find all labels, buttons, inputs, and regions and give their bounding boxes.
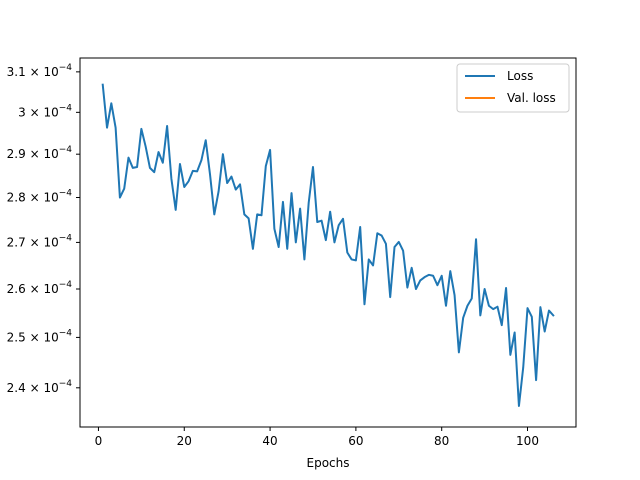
y-tick-label: 3.1 × 10−4 <box>7 63 73 79</box>
x-tick-label: 60 <box>348 434 363 448</box>
series-line-loss <box>101 83 555 407</box>
y-tick-label: 2.6 × 10−4 <box>7 280 73 296</box>
legend-label-val-loss: Val. loss <box>507 91 556 105</box>
y-tick-label: 2.8 × 10−4 <box>7 189 73 205</box>
y-tick-label: 2.9 × 10−4 <box>7 145 73 161</box>
y-tick-label: 2.5 × 10−4 <box>7 328 73 344</box>
x-tick-label: 0 <box>95 434 103 448</box>
x-axis-label: Epochs <box>307 456 350 470</box>
y-tick-label: 3 × 10−4 <box>18 103 72 119</box>
y-tick-label: 2.4 × 10−4 <box>7 379 73 395</box>
x-tick-label: 40 <box>262 434 277 448</box>
y-axis-ticks: 2.4 × 10−4 2.5 × 10−4 2.6 × 10−4 2.7 × 10−4… <box>7 63 80 395</box>
x-axis-ticks: 0 20 40 60 80 100 <box>95 427 539 448</box>
y-tick-label: 2.7 × 10−4 <box>7 233 73 249</box>
series-layer <box>101 83 555 407</box>
x-tick-label: 100 <box>516 434 539 448</box>
x-tick-label: 20 <box>177 434 192 448</box>
legend-label-loss: Loss <box>507 69 533 83</box>
x-tick-label: 80 <box>434 434 449 448</box>
legend: Loss Val. loss <box>456 63 570 113</box>
